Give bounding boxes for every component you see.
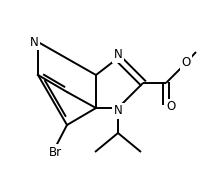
Text: O: O <box>181 56 191 70</box>
Text: N: N <box>114 49 122 61</box>
Text: N: N <box>114 105 122 118</box>
Text: Br: Br <box>48 146 62 159</box>
Text: N: N <box>30 36 38 49</box>
Text: O: O <box>166 100 176 114</box>
